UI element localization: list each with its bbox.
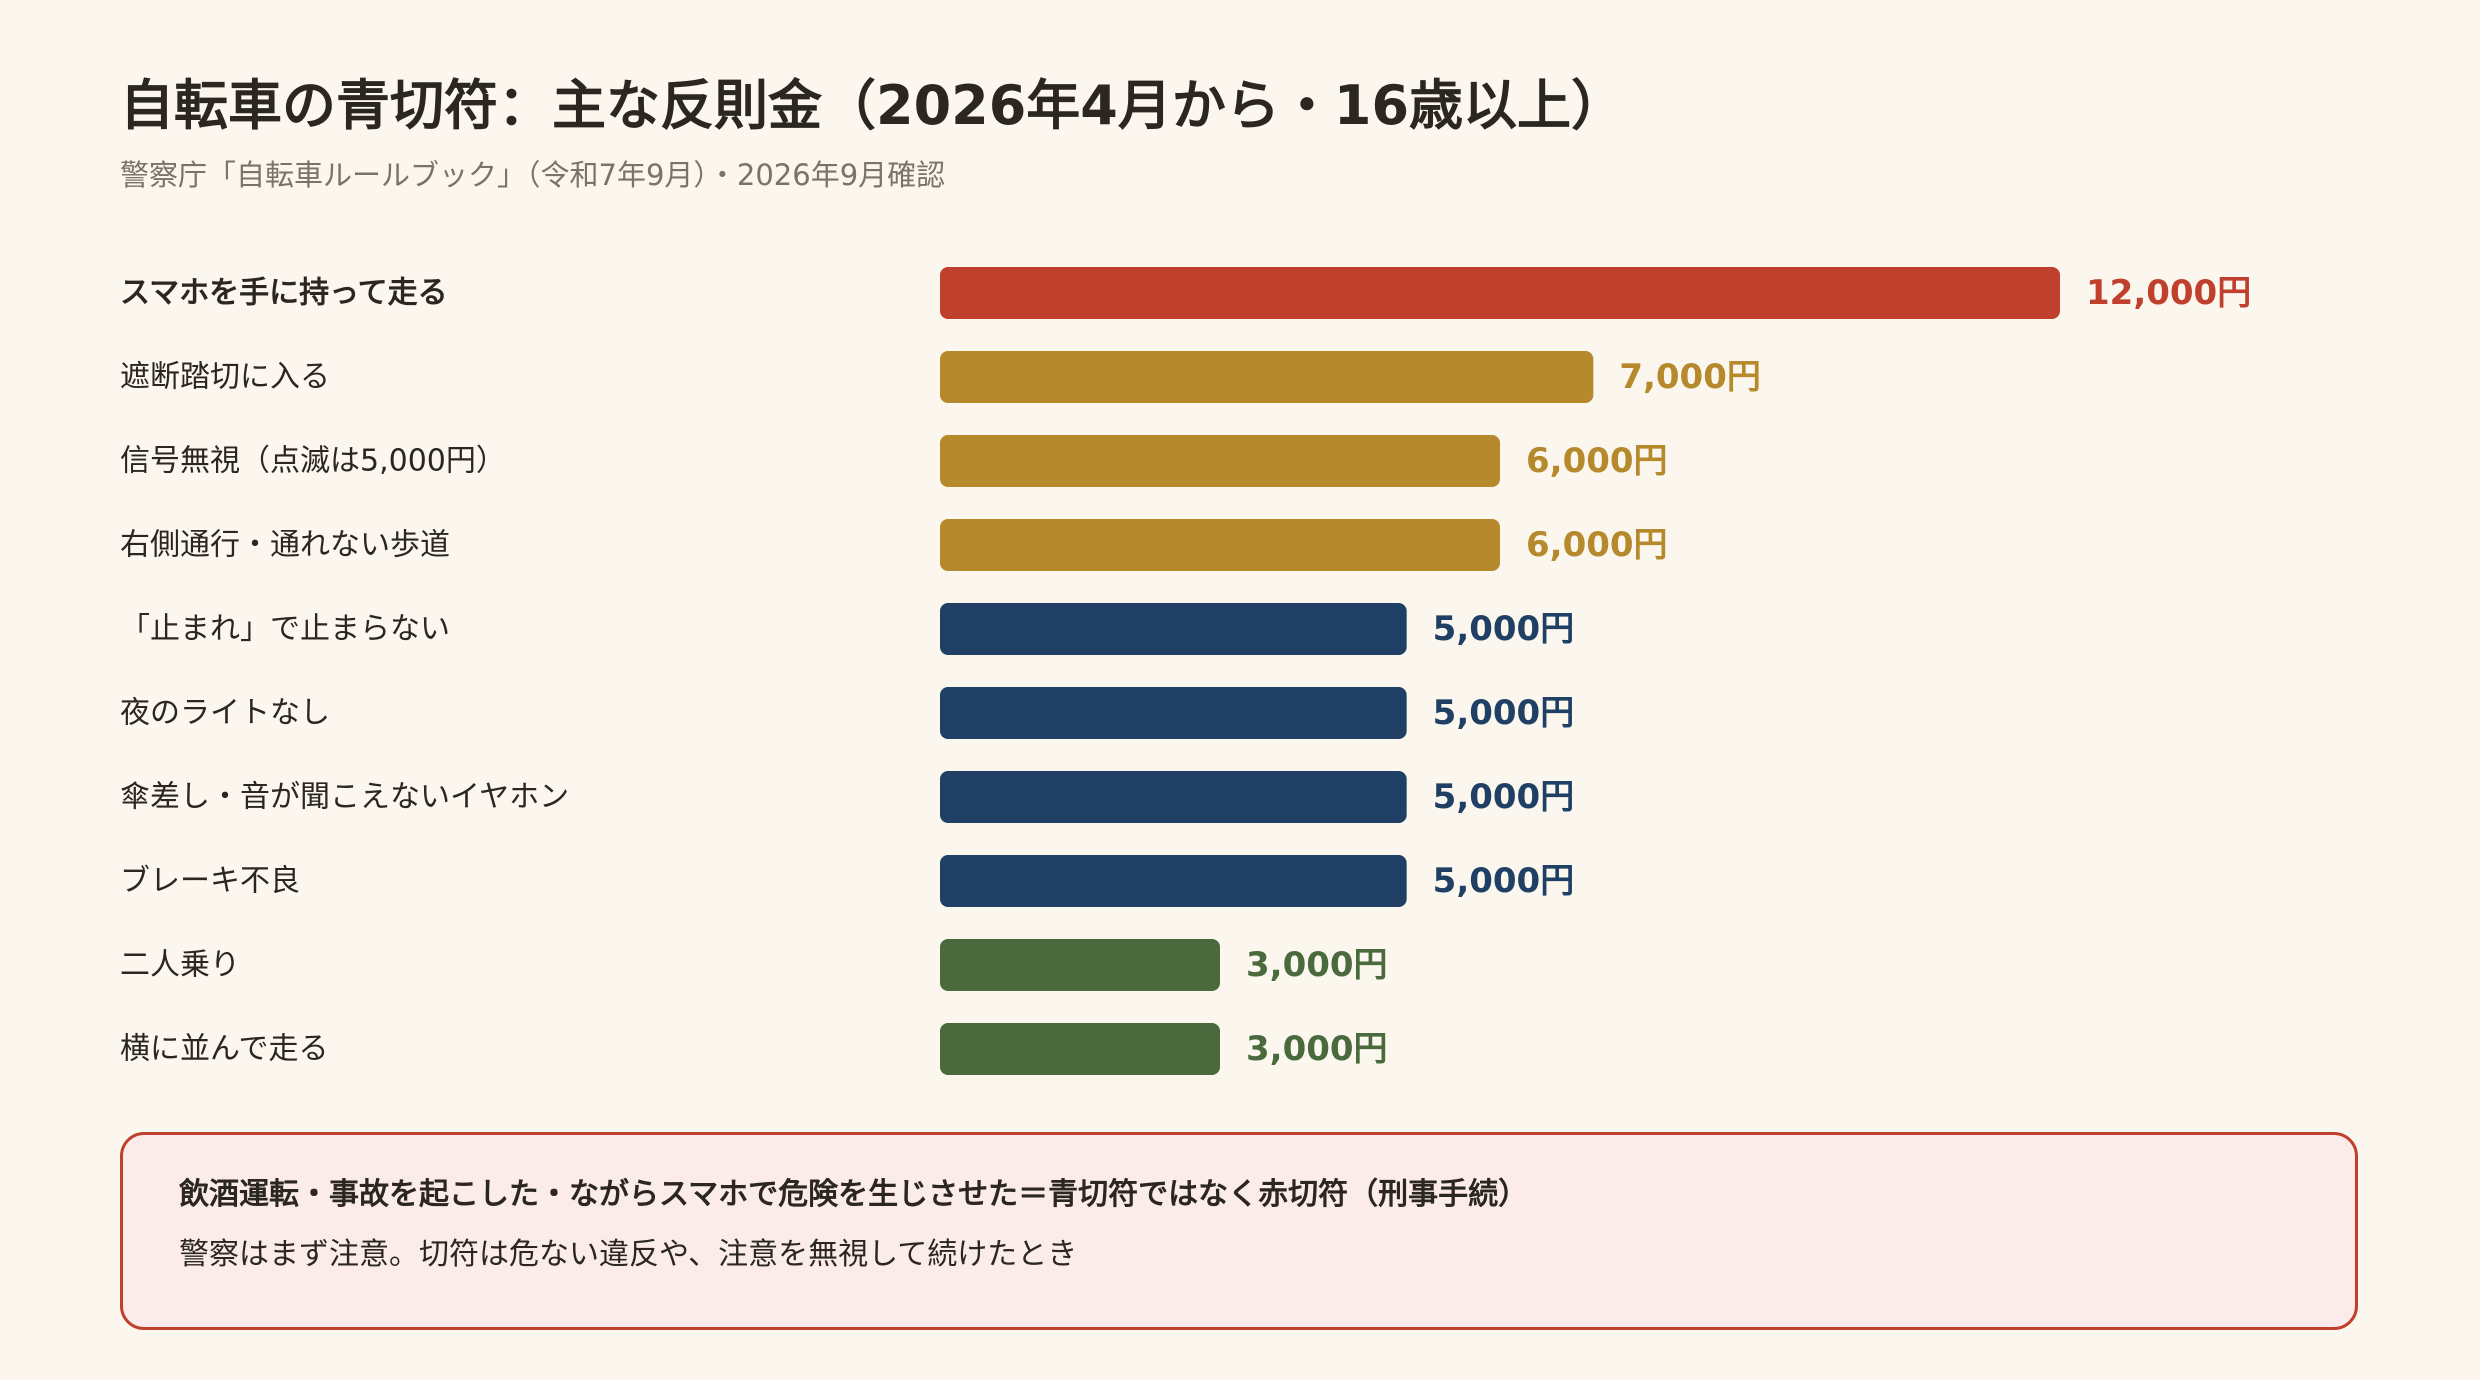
red-ticket-note: 飲酒運転・事故を起こした・ながらスマホで危険を生じさせた＝青切符ではなく赤切符（… — [120, 1132, 2358, 1330]
fine-bar — [940, 687, 1407, 739]
fine-value-label: 7,000円 — [1619, 357, 1761, 397]
fine-bar — [940, 771, 1407, 823]
fine-value-label: 6,000円 — [1526, 525, 1668, 565]
fine-bar — [940, 855, 1407, 907]
fine-value-label: 3,000円 — [1246, 1029, 1388, 1069]
fine-value-label: 5,000円 — [1433, 693, 1575, 733]
fine-bar — [940, 267, 2060, 319]
fine-bar — [940, 939, 1220, 991]
category-label: 遮断踏切に入る — [120, 360, 330, 395]
fine-value-label: 6,000円 — [1526, 441, 1668, 481]
fine-bar — [940, 603, 1407, 655]
fine-value-label: 5,000円 — [1433, 609, 1575, 649]
fine-bar — [940, 519, 1500, 571]
category-label: 「止まれ」で止まらない — [120, 612, 450, 647]
category-label: 右側通行・通れない歩道 — [120, 528, 450, 563]
fine-bar — [940, 1023, 1220, 1075]
fine-bar — [940, 351, 1594, 403]
fine-value-label: 12,000円 — [2086, 273, 2251, 313]
page-subtitle: 警察庁「自転車ルールブック」（令和7年9月）・2026年9月確認 — [120, 158, 946, 192]
note-heading: 飲酒運転・事故を起こした・ながらスマホで危険を生じさせた＝青切符ではなく赤切符（… — [179, 1177, 1529, 1212]
category-label: 信号無視（点滅は5,000円） — [120, 444, 506, 479]
category-label: 夜のライトなし — [120, 696, 330, 731]
category-label: ブレーキ不良 — [120, 864, 300, 899]
page-title: 自転車の青切符：主な反則金（2026年4月から・16歳以上） — [120, 74, 1626, 137]
category-label: 傘差し・音が聞こえないイヤホン — [120, 780, 569, 815]
fine-value-label: 5,000円 — [1433, 861, 1575, 901]
note-body: 警察はまず注意。切符は危ない違反や、注意を無視して続けたとき — [179, 1237, 1078, 1272]
fine-value-label: 3,000円 — [1246, 945, 1388, 985]
fine-bar — [940, 435, 1500, 487]
category-label: 二人乗り — [120, 948, 240, 983]
category-label: 横に並んで走る — [120, 1032, 329, 1067]
fine-value-label: 5,000円 — [1433, 777, 1575, 817]
category-label: スマホを手に持って走る — [120, 276, 448, 311]
